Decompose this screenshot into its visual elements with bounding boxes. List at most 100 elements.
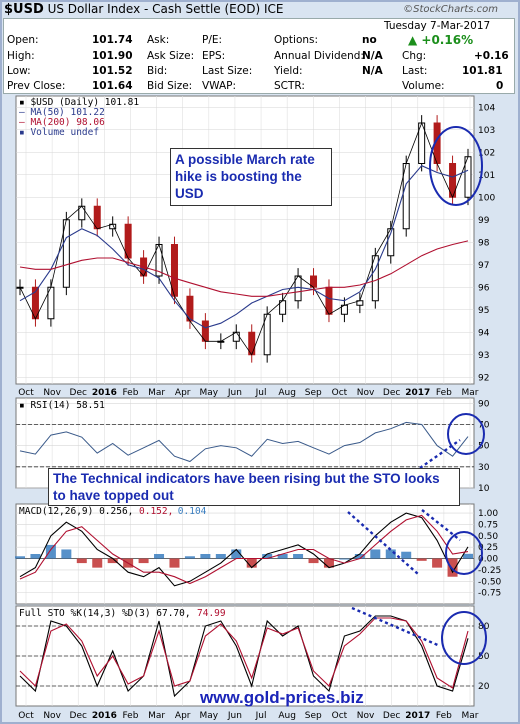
ask-label: Ask:: [147, 34, 170, 46]
price-xtick-7: May: [200, 388, 219, 398]
macd-hist-bar-10: [169, 558, 180, 568]
macd-hist-bar-24: [385, 549, 396, 559]
macd-highlight-circle: [445, 531, 483, 575]
price-xtick-15: 2017: [405, 388, 430, 398]
price-xtick-1: Nov: [43, 388, 61, 398]
sto-k-line: [19, 615, 469, 698]
price-legend-3: ▪ Volume undef: [19, 127, 99, 138]
price-candle-29: [464, 156, 472, 198]
ma200-line: [19, 240, 469, 297]
rsi-line: [19, 421, 469, 463]
sto-d-line: [19, 617, 469, 689]
macd-hist-bar-2: [45, 544, 56, 559]
price-xtick-3: 2016: [92, 388, 117, 398]
sto-xtick-4: Feb: [123, 711, 139, 721]
macd-hist-bar-1: [30, 554, 41, 559]
volume-label: Volume:: [402, 80, 445, 92]
price-highlight-circle: [429, 126, 483, 206]
price-ytick-7: 99: [478, 216, 490, 226]
sto-xtick-11: Sep: [305, 711, 322, 721]
price-legend-0: ▪ $USD (Daily) 101.81: [19, 97, 139, 108]
sto-highlight-circle: [441, 611, 487, 665]
sto-xtick-17: Mar: [462, 711, 479, 721]
rsi-trend-arrow: [419, 439, 461, 469]
macd-ytick-7: 1.00: [478, 509, 498, 519]
high-value: 101.90: [92, 50, 133, 62]
macd-hist-bar-13: [215, 554, 226, 559]
macd-hist-bar-5: [92, 558, 103, 568]
price-xtick-4: Feb: [123, 388, 139, 398]
chart-title: $USD US Dollar Index - Cash Settle (EOD)…: [4, 2, 283, 17]
price-xtick-9: Jul: [255, 388, 267, 398]
price-xtick-2: Dec: [70, 388, 87, 398]
chg-value: +0.16: [474, 50, 509, 62]
prev-close-value: 101.64: [92, 80, 133, 92]
price-line: [19, 121, 469, 356]
macd-hist-bar-18: [293, 554, 304, 559]
macd-hist-bar-9: [154, 554, 165, 559]
annotation-rate-hike: A possible March rate hike is boosting t…: [170, 148, 332, 206]
macd-ytick-3: 0.00: [478, 555, 498, 565]
sto-legend-1: 74.99: [197, 608, 226, 619]
rsi-ytick-2: 50: [478, 442, 490, 452]
price-xtick-6: Apr: [175, 388, 191, 398]
last-size-label: Last Size:: [202, 65, 253, 77]
last-label: Last:: [402, 65, 428, 77]
brand-watermark: ©StockCharts.com: [403, 4, 498, 15]
sto-ytick-1: 50: [478, 652, 490, 662]
dividend-label: Annual Dividend:: [274, 50, 364, 62]
macd-hist-bar-19: [308, 558, 319, 564]
rsi-legend: ▪ RSI(14) 58.51: [19, 400, 105, 411]
macd-hist-bar-25: [401, 551, 412, 559]
price-xtick-8: Jun: [227, 388, 242, 398]
macd-hist-bar-27: [432, 558, 443, 568]
change-percent: ▲ +0.16%: [408, 33, 474, 47]
annotation-indicators: The Technical indicators have been risin…: [48, 468, 460, 506]
price-xtick-17: Mar: [462, 388, 479, 398]
price-ytick-12: 104: [478, 103, 495, 113]
price-ytick-1: 93: [478, 351, 489, 361]
macd-hist-bar-15: [246, 558, 257, 568]
open-label: Open:: [7, 34, 39, 46]
sto-xtick-12: Oct: [332, 711, 348, 721]
macd-hist-bar-14: [231, 549, 242, 559]
yield-value: N/A: [362, 65, 383, 77]
macd-hist-bar-26: [416, 558, 427, 561]
ticker: $USD: [4, 2, 44, 17]
price-ytick-0: 92: [478, 373, 489, 383]
macd-legend-0: MACD(12,26,9) 0.256,: [19, 506, 133, 517]
sto-xtick-7: May: [200, 711, 219, 721]
sto-xtick-1: Nov: [43, 711, 61, 721]
price-ytick-2: 94: [478, 328, 490, 338]
macd-hist-bar-0: [15, 556, 25, 559]
macd-hist-bar-11: [184, 556, 195, 559]
macd-hist-bar-8: [138, 558, 149, 564]
sto-legend-0: Full STO %K(14,3) %D(3) 67.70,: [19, 608, 191, 619]
price-legend-1: — MA(50) 101.22: [19, 107, 105, 118]
price-xtick-13: Nov: [357, 388, 375, 398]
rsi-ytick-1: 30: [478, 463, 490, 473]
last-value: 101.81: [462, 65, 503, 77]
price-xtick-16: Feb: [436, 388, 452, 398]
price-ytick-6: 98: [478, 238, 490, 248]
price-xtick-5: Mar: [148, 388, 165, 398]
macd-ytick-2: -0.25: [478, 566, 501, 576]
sto-xtick-3: 2016: [92, 711, 117, 721]
price-xtick-11: Sep: [305, 388, 322, 398]
price-xtick-14: Dec: [383, 388, 400, 398]
low-label: Low:: [7, 65, 31, 77]
price-ytick-11: 103: [478, 126, 495, 136]
price-xtick-10: Aug: [278, 388, 296, 398]
sto-xtick-8: Jun: [227, 711, 242, 721]
sto-xtick-15: 2017: [405, 711, 430, 721]
macd-pointer-arrow: [421, 509, 461, 541]
eps-label: EPS:: [202, 50, 226, 62]
open-value: 101.74: [92, 34, 133, 46]
ask-size-label: Ask Size:: [147, 50, 195, 62]
macd-legend-2: 0.104: [178, 506, 207, 517]
macd-ytick-1: -0.50: [478, 577, 502, 587]
macd-legend-1: 0.152,: [139, 506, 173, 517]
exchange: ICE: [263, 2, 284, 16]
price-ytick-10: 102: [478, 148, 495, 158]
